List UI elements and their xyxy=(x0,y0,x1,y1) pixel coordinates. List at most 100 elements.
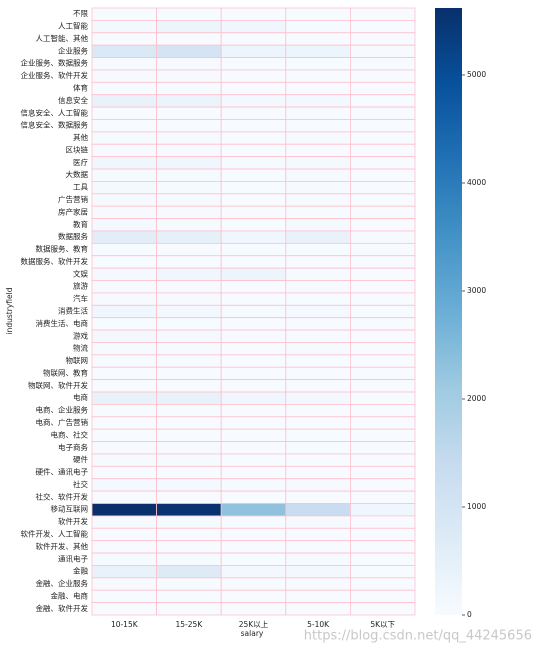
y-tick-label: 体育 xyxy=(73,83,88,93)
heatmap-cell xyxy=(156,218,222,232)
heatmap-cell xyxy=(349,354,416,368)
heatmap-cell xyxy=(156,44,222,58)
heatmap-cell xyxy=(349,565,416,579)
heatmap-cell xyxy=(349,490,416,504)
heatmap-cell xyxy=(220,181,287,195)
heatmap-cell xyxy=(285,540,351,554)
y-tick-label: 数据服务 xyxy=(58,231,88,241)
heatmap-cell xyxy=(91,255,157,269)
heatmap-cell xyxy=(220,193,287,207)
heatmap-cell xyxy=(349,143,416,158)
y-tick-label: 大数据 xyxy=(66,169,89,179)
heatmap-cell xyxy=(220,143,287,158)
heatmap-cell xyxy=(349,317,416,331)
heatmap-cell xyxy=(156,515,222,529)
heatmap-cell xyxy=(91,193,157,207)
y-tick-label: 金融、软件开发 xyxy=(36,603,89,613)
y-tick-label: 社交 xyxy=(73,479,88,489)
heatmap-cell xyxy=(156,19,222,34)
heatmap-cell xyxy=(220,267,287,281)
heatmap-cell xyxy=(156,490,222,504)
heatmap-cell xyxy=(285,329,351,343)
heatmap-cell xyxy=(349,478,416,492)
heatmap-cell xyxy=(220,131,287,145)
heatmap-cell xyxy=(285,57,351,71)
heatmap-cell xyxy=(156,354,222,368)
heatmap-cell xyxy=(91,503,157,517)
heatmap-cell xyxy=(91,428,157,442)
heatmap-cell xyxy=(349,453,416,467)
heatmap-cell xyxy=(156,32,222,46)
heatmap-cell xyxy=(285,478,351,492)
heatmap-cell xyxy=(285,44,351,58)
heatmap-cell xyxy=(285,32,351,46)
heatmap-cell xyxy=(220,565,287,579)
heatmap-cell xyxy=(349,57,416,71)
y-tick-label: 消费生活、电商 xyxy=(36,318,89,328)
colorbar-tick-label: 5000 xyxy=(467,70,486,79)
y-tick-label: 数据服务、教育 xyxy=(36,244,89,254)
heatmap-cell xyxy=(91,119,157,133)
heatmap-cell xyxy=(91,168,157,182)
y-tick-label: 区块链 xyxy=(66,144,89,154)
heatmap-cell xyxy=(156,416,222,430)
heatmap-cell xyxy=(220,156,287,170)
heatmap-cell xyxy=(285,94,351,108)
heatmap-cell xyxy=(91,515,157,529)
y-tick-label: 人工智能 xyxy=(58,21,88,31)
heatmap-cell xyxy=(349,304,416,319)
heatmap-cell xyxy=(220,205,287,219)
heatmap-cell xyxy=(220,527,287,542)
heatmap-cell xyxy=(156,465,222,480)
heatmap-cell xyxy=(91,181,157,195)
heatmap-cell xyxy=(220,7,287,21)
heatmap-cell xyxy=(220,218,287,232)
heatmap-cell xyxy=(349,391,416,405)
y-tick-label: 金融、企业服务 xyxy=(36,578,89,588)
y-tick-label: 企业服务、软件开发 xyxy=(21,70,89,80)
heatmap-cell xyxy=(156,106,222,120)
heatmap-cell xyxy=(156,267,222,281)
heatmap-cell xyxy=(220,106,287,120)
heatmap-cell xyxy=(156,69,222,83)
heatmap-cell xyxy=(156,168,222,182)
heatmap-cell xyxy=(285,304,351,319)
heatmap-cell xyxy=(91,577,157,591)
heatmap-cell xyxy=(91,230,157,244)
heatmap-cell xyxy=(156,205,222,219)
heatmap-cell xyxy=(220,230,287,244)
y-tick-label: 电子商务 xyxy=(58,442,88,452)
y-tick-label: 信息安全、人工智能 xyxy=(21,107,89,117)
heatmap-cell xyxy=(91,69,157,83)
heatmap-cell xyxy=(349,267,416,281)
heatmap-cell xyxy=(91,19,157,34)
heatmap-cell xyxy=(349,69,416,83)
heatmap-cell xyxy=(220,602,287,616)
y-tick-label: 数据服务、软件开发 xyxy=(21,256,89,266)
heatmap-cell xyxy=(220,255,287,269)
heatmap-cell xyxy=(285,106,351,120)
y-tick-label: 软件开发、人工智能 xyxy=(21,528,89,538)
heatmap-cell xyxy=(156,119,222,133)
heatmap-cell xyxy=(220,416,287,430)
heatmap-cell xyxy=(91,404,157,418)
heatmap-cell xyxy=(156,342,222,356)
heatmap-cell xyxy=(349,94,416,108)
heatmap-cell xyxy=(91,527,157,542)
heatmap-cell xyxy=(91,478,157,492)
y-tick-label: 电商 xyxy=(73,392,88,402)
heatmap-cell xyxy=(156,7,222,21)
heatmap-cell xyxy=(349,32,416,46)
heatmap-cell xyxy=(349,106,416,120)
heatmap-cell xyxy=(220,280,287,294)
heatmap-cell xyxy=(91,81,157,96)
x-tick-label: 15-25K xyxy=(176,620,204,629)
heatmap-cell xyxy=(91,32,157,46)
y-tick-label: 消费生活 xyxy=(58,306,88,316)
heatmap-cell xyxy=(220,391,287,405)
heatmap-cell xyxy=(156,366,222,381)
heatmap-cell xyxy=(156,329,222,343)
heatmap-cell xyxy=(91,131,157,145)
heatmap-cell xyxy=(220,503,287,517)
heatmap-cell xyxy=(349,218,416,232)
